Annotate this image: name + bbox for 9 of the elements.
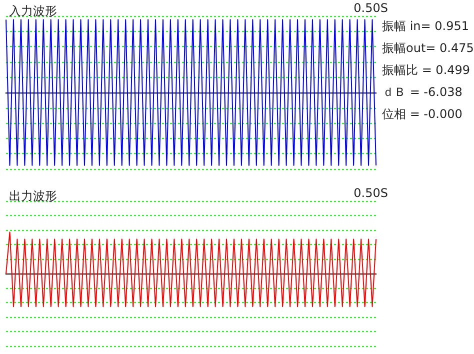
chart-title: 出力波形 — [9, 189, 57, 203]
text: 位相 = -0.000 — [382, 107, 462, 121]
text: ｄＢ = -6.038 — [382, 85, 462, 99]
text: 振幅out= 0.475 — [382, 41, 474, 55]
text: 振幅 in= 0.951 — [382, 19, 469, 33]
chart-title: 入力波形 — [9, 4, 57, 18]
text: 0.50S — [354, 1, 388, 15]
text: 振幅比 = 0.499 — [382, 63, 470, 77]
text: 0.50S — [354, 186, 388, 200]
